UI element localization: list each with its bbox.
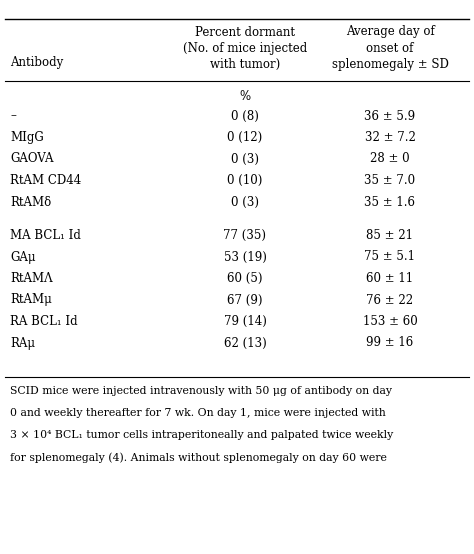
- Text: 0 and weekly thereafter for 7 wk. On day 1, mice were injected with: 0 and weekly thereafter for 7 wk. On day…: [10, 408, 386, 418]
- Text: 0 (3): 0 (3): [231, 196, 259, 208]
- Text: MA BCL₁ Id: MA BCL₁ Id: [10, 229, 81, 242]
- Text: SCID mice were injected intravenously with 50 μg of antibody on day: SCID mice were injected intravenously wi…: [10, 386, 392, 396]
- Text: MIgG: MIgG: [10, 131, 44, 144]
- Text: 32 ± 7.2: 32 ± 7.2: [365, 131, 415, 144]
- Text: 28 ± 0: 28 ± 0: [370, 152, 410, 166]
- Text: RA BCL₁ Id: RA BCL₁ Id: [10, 315, 78, 328]
- Text: 0 (10): 0 (10): [228, 174, 263, 187]
- Text: Antibody: Antibody: [10, 56, 63, 69]
- Text: RtAMδ: RtAMδ: [10, 196, 51, 208]
- Text: 60 (5): 60 (5): [227, 272, 263, 285]
- Text: RtAMμ: RtAMμ: [10, 294, 52, 306]
- Text: –: –: [10, 110, 16, 122]
- Text: RtAMΛ: RtAMΛ: [10, 272, 53, 285]
- Text: GAOVA: GAOVA: [10, 152, 54, 166]
- Text: 79 (14): 79 (14): [224, 315, 266, 328]
- Text: 62 (13): 62 (13): [224, 336, 266, 350]
- Text: 60 ± 11: 60 ± 11: [366, 272, 413, 285]
- Text: 53 (19): 53 (19): [224, 250, 266, 264]
- Text: Percent dormant
(No. of mice injected
with tumor): Percent dormant (No. of mice injected wi…: [183, 25, 307, 70]
- Text: 99 ± 16: 99 ± 16: [366, 336, 414, 350]
- Text: 77 (35): 77 (35): [224, 229, 266, 242]
- Text: RtAM CD44: RtAM CD44: [10, 174, 81, 187]
- Text: 0 (3): 0 (3): [231, 152, 259, 166]
- Text: Average day of
onset of
splenomegaly ± SD: Average day of onset of splenomegaly ± S…: [331, 25, 448, 70]
- Text: RAμ: RAμ: [10, 336, 35, 350]
- Text: 35 ± 1.6: 35 ± 1.6: [365, 196, 416, 208]
- Text: 0 (12): 0 (12): [228, 131, 263, 144]
- Text: 85 ± 21: 85 ± 21: [366, 229, 413, 242]
- Text: 75 ± 5.1: 75 ± 5.1: [365, 250, 416, 264]
- Text: 67 (9): 67 (9): [227, 294, 263, 306]
- Text: 153 ± 60: 153 ± 60: [363, 315, 418, 328]
- Text: GAμ: GAμ: [10, 250, 36, 264]
- Text: %: %: [239, 90, 251, 102]
- Text: 35 ± 7.0: 35 ± 7.0: [365, 174, 416, 187]
- Text: 36 ± 5.9: 36 ± 5.9: [365, 110, 416, 122]
- Text: 3 × 10⁴ BCL₁ tumor cells intraperitoneally and palpated twice weekly: 3 × 10⁴ BCL₁ tumor cells intraperitoneal…: [10, 430, 393, 440]
- Text: 0 (8): 0 (8): [231, 110, 259, 122]
- Text: 76 ± 22: 76 ± 22: [366, 294, 413, 306]
- Text: for splenomegaly (4). Animals without splenomegaly on day 60 were: for splenomegaly (4). Animals without sp…: [10, 452, 387, 463]
